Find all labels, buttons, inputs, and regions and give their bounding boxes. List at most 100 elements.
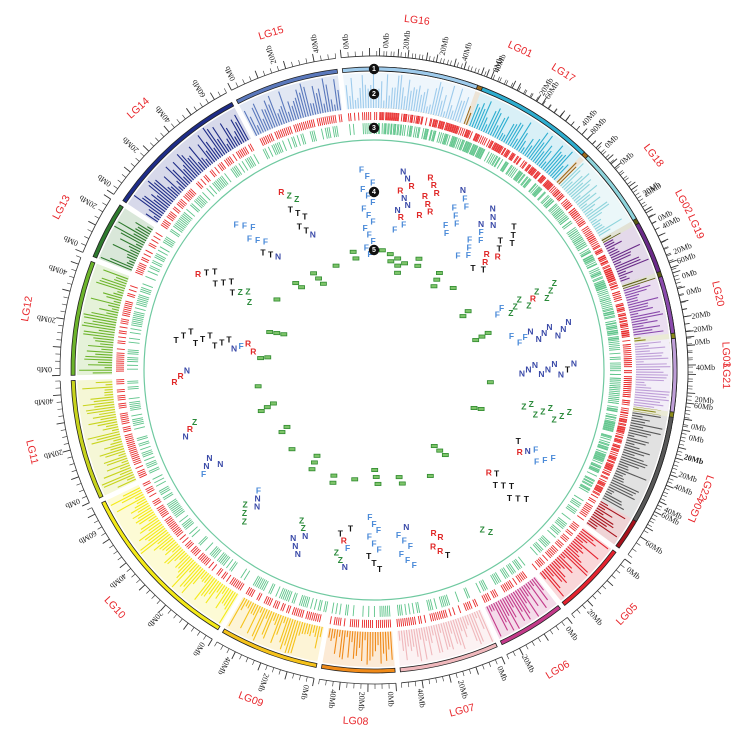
gene-mark [298,594,304,606]
gene-mark [169,230,180,238]
density-bar [621,456,648,467]
tick-label-lg07: 0Mb [495,665,509,682]
snp-mark [466,601,471,610]
gene-mark [494,157,501,168]
density-bar [245,600,250,607]
snp-mark [172,207,180,214]
snp-mark [604,271,613,276]
qtl-mark [283,424,291,429]
density-bar [630,311,661,319]
density-bar [533,577,544,591]
major-tick [587,600,594,607]
gene-mark [169,502,180,510]
major-tick [338,682,341,691]
density-bar [427,104,431,114]
snp-mark [131,455,140,460]
gene-track [126,122,622,618]
gene-mark [261,579,268,591]
snp-mark [418,116,421,125]
gene-mark [238,163,246,173]
density-bar [351,631,354,643]
snp-mark [601,471,610,476]
density-bar [635,355,662,358]
gene-mark [138,296,149,301]
snp-mark [468,601,473,609]
snp-mark [533,171,540,179]
snp-mark [612,293,621,297]
major-tick [88,220,96,226]
minor-tick [618,170,623,174]
snp-mark [605,463,614,468]
minor-tick [565,117,569,122]
gene-mark [599,298,611,303]
chromosome-band-lg11 [70,380,104,499]
density-bar [119,464,131,470]
snp-mark [599,258,607,263]
gene-mark [608,396,620,399]
density-bar [97,421,118,427]
density-bar [228,597,246,627]
snp-mark [622,395,631,398]
density-bar [104,443,123,450]
gene-mark [505,565,513,575]
snp-mark [581,508,589,514]
density-bar [216,583,224,593]
gene-mark [594,280,605,286]
marker-n: N [206,453,212,463]
gene-mark [592,459,603,465]
snp-mark [467,130,472,139]
density-bar [544,151,562,172]
gene-mark [483,151,490,162]
density-bar [604,492,622,503]
gene-mark [472,145,478,156]
snp-mark [622,339,631,342]
gene-mark [257,578,264,589]
qtl-mark [378,248,386,253]
snp-mark [139,474,148,479]
density-bar [556,556,573,574]
minor-tick [61,303,67,306]
major-tick [687,344,696,346]
density-bar [361,75,365,109]
gene-mark [181,214,191,223]
density-bar [608,486,635,501]
density-bar [463,105,472,125]
snp-mark [415,115,418,124]
gene-mark [604,315,616,319]
snp-mark [437,120,441,129]
major-tick [516,83,522,91]
snp-mark [269,598,274,607]
gene-mark [127,382,139,384]
marker-z: Z [526,300,531,310]
density-bar [364,84,367,109]
density-bar [197,135,218,161]
density-bar [469,613,482,645]
marker-n: N [546,322,552,332]
density-bar [200,577,216,596]
snp-mark [585,232,593,238]
snp-mark [235,151,241,159]
minor-tick [638,198,644,202]
snp-mark [122,312,131,316]
snp-mark [587,498,596,504]
snp-mark [616,306,625,310]
snp-mark [214,166,220,174]
density-bar [517,588,528,604]
tick-label-lg03: 40Mb [696,363,715,372]
minor-tick [271,667,275,673]
snp-mark [619,322,628,325]
snp-mark [145,485,153,491]
gene-mark [606,409,618,413]
density-bar [471,107,481,128]
gene-mark [166,498,177,506]
chromosome-band-lg19 [634,222,662,274]
density-bar [628,429,652,436]
marker-t: T [181,331,187,341]
minor-tick [131,573,136,578]
minor-tick [193,106,198,111]
density-bar [525,583,531,590]
gene-mark [512,170,521,180]
gene-mark [137,297,149,303]
snp-mark [240,148,246,156]
gene-mark [180,216,190,224]
